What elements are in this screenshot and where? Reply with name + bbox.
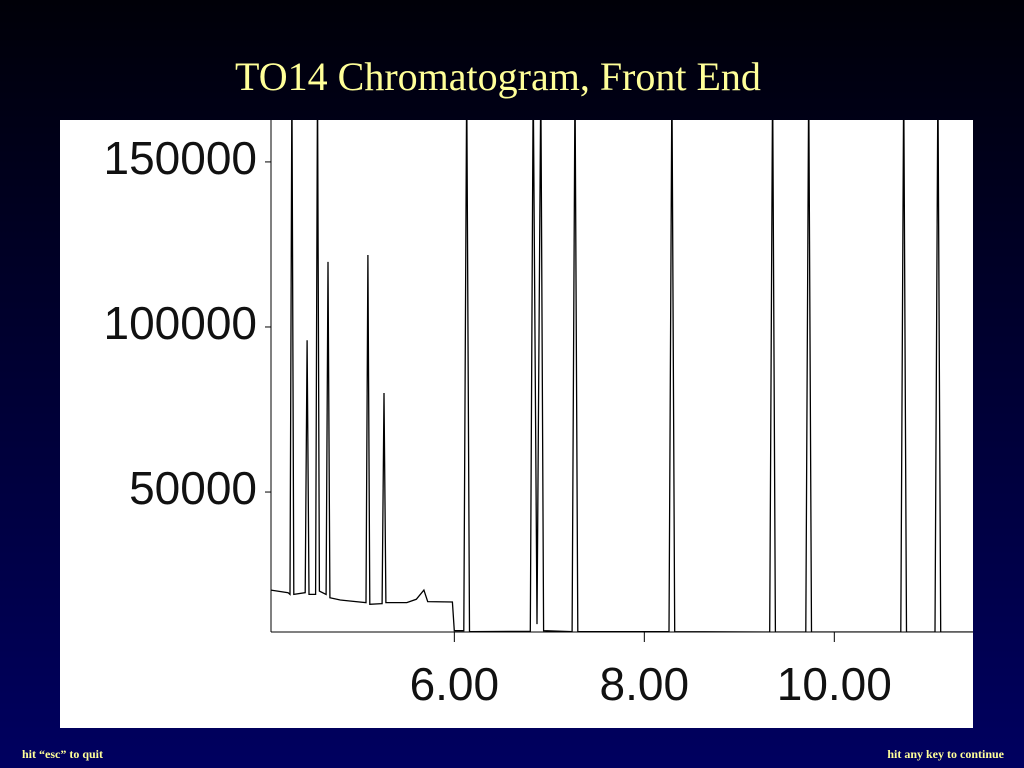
chromatogram-line (271, 120, 973, 632)
y-tick-label: 100000 (104, 297, 258, 349)
footer-right: hit any key to continue (887, 747, 1004, 761)
x-tick-label: 6.00 (410, 658, 500, 710)
x-tick-label: 10.00 (777, 658, 892, 710)
y-tick-label: 150000 (104, 132, 258, 184)
y-tick-label: 50000 (129, 462, 257, 514)
chart-area (60, 120, 973, 728)
chart-title: TO14 Chromatogram, Front End (235, 54, 761, 99)
plot: 50000 100000 150000 6.00 8.00 10.00 (104, 120, 973, 710)
x-tick-label: 8.00 (600, 658, 690, 710)
footer-left: hit “esc” to quit (22, 747, 103, 761)
